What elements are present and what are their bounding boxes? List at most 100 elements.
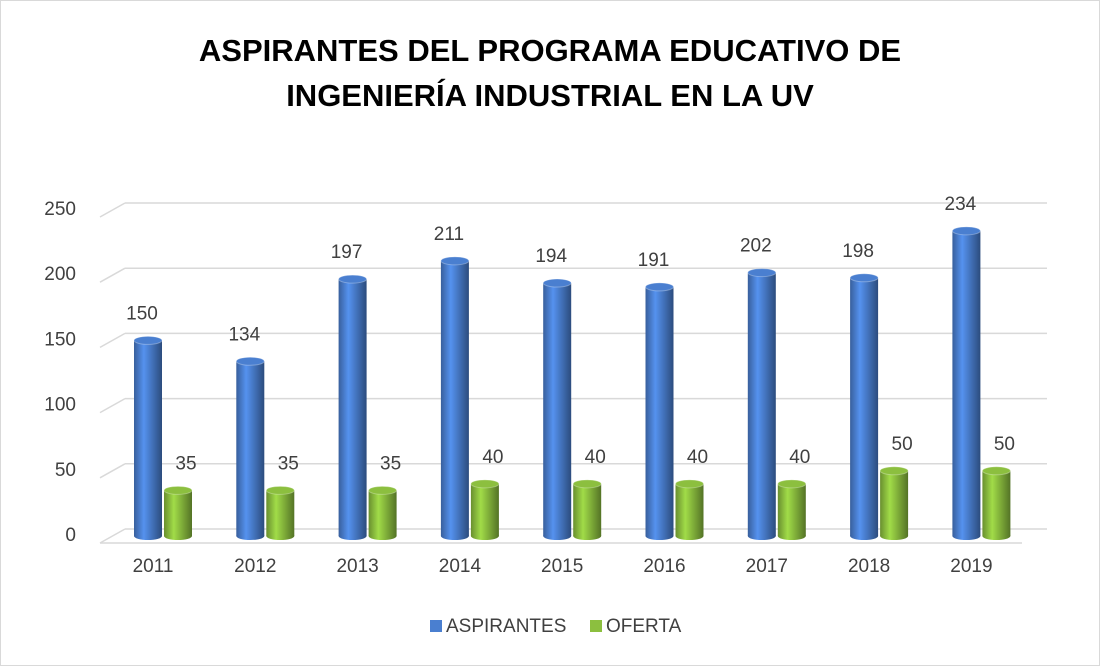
bar-body <box>164 490 192 536</box>
data-label: 35 <box>278 453 299 474</box>
data-label: 202 <box>740 236 772 257</box>
x-tick-label: 2014 <box>439 556 482 577</box>
bar-body <box>952 230 981 536</box>
bar <box>675 479 704 540</box>
chart-title: ASPIRANTES DEL PROGRAMA EDUCATIVO DE ING… <box>198 33 902 113</box>
bar-body <box>573 483 602 536</box>
x-tick-label: 2012 <box>234 556 276 577</box>
bar <box>747 268 777 540</box>
data-label: 197 <box>331 242 363 263</box>
bar-top <box>133 335 163 345</box>
bar-top <box>879 466 909 476</box>
bar <box>470 479 500 540</box>
y-tick-label: 50 <box>55 460 76 481</box>
x-tick-label: 2015 <box>541 556 583 577</box>
data-label: 35 <box>175 453 196 474</box>
bar-body <box>880 470 909 536</box>
legend-label: OFERTA <box>606 616 682 637</box>
legend-swatch <box>590 620 602 632</box>
bar-body <box>266 490 295 536</box>
bar-body <box>338 279 367 536</box>
grid-line-side <box>99 332 126 349</box>
bar-body <box>470 483 499 536</box>
bar-top <box>265 485 295 495</box>
bar <box>849 273 879 540</box>
bar <box>981 466 1011 540</box>
data-label: 234 <box>945 194 977 215</box>
data-label: 40 <box>687 447 708 468</box>
bar <box>163 485 193 540</box>
bar <box>879 466 909 540</box>
bar-body <box>675 483 704 536</box>
y-tick-label: 250 <box>44 199 76 220</box>
x-tick-label: 2018 <box>848 556 890 577</box>
bar-body <box>850 277 879 536</box>
bar <box>133 335 163 540</box>
data-label: 134 <box>228 324 260 345</box>
bar-top <box>849 273 879 283</box>
bar-top <box>747 268 777 278</box>
y-tick-label: 100 <box>44 395 76 416</box>
data-label: 50 <box>892 434 913 455</box>
bar-top <box>338 274 368 284</box>
bar <box>645 282 674 540</box>
bar-top <box>470 479 500 489</box>
bar-body <box>747 272 776 536</box>
bar-top <box>542 278 572 288</box>
bar <box>951 226 981 540</box>
data-label: 40 <box>482 447 503 468</box>
x-tick-label: 2013 <box>336 556 378 577</box>
bar <box>338 274 368 540</box>
data-label: 40 <box>789 447 810 468</box>
bar <box>572 479 602 540</box>
bar-body <box>368 490 397 536</box>
data-label: 40 <box>585 447 606 468</box>
y-tick-label: 150 <box>44 329 76 350</box>
bar-body <box>645 286 674 536</box>
bar-top <box>235 356 265 366</box>
bar <box>542 278 572 540</box>
bar-top <box>951 226 981 236</box>
grid-line-side <box>99 267 126 283</box>
bar <box>440 256 470 540</box>
data-label: 35 <box>380 453 401 474</box>
bar-body <box>777 483 806 536</box>
bar-top <box>163 485 193 495</box>
grid-line-side <box>99 202 126 218</box>
bar-body <box>440 260 469 536</box>
data-label: 198 <box>842 241 874 262</box>
data-label: 150 <box>126 303 158 324</box>
data-label: 50 <box>994 434 1015 455</box>
data-label: 191 <box>638 250 670 271</box>
bar <box>265 485 295 540</box>
y-tick-label: 0 <box>65 525 76 546</box>
bar-top <box>440 256 470 266</box>
data-label: 211 <box>434 224 464 245</box>
x-tick-label: 2017 <box>746 556 788 577</box>
bar-top <box>981 466 1011 476</box>
bar-body <box>134 340 162 536</box>
grid-line-side <box>99 397 126 414</box>
data-label: 194 <box>535 246 567 267</box>
bar-body <box>982 470 1011 536</box>
bar-top <box>368 485 398 495</box>
bar-body <box>543 283 572 536</box>
x-tick-label: 2011 <box>133 556 174 577</box>
y-tick-label: 200 <box>44 264 76 285</box>
x-tick-label: 2019 <box>950 556 992 577</box>
grid-line-side <box>99 463 126 479</box>
bar-body <box>236 361 265 536</box>
legend-swatch <box>430 620 442 632</box>
bar-top <box>777 479 807 489</box>
bar-top <box>675 479 704 489</box>
bar <box>777 479 807 540</box>
legend-label: ASPIRANTES <box>446 616 566 637</box>
bar <box>368 485 398 540</box>
bar <box>235 356 265 540</box>
x-tick-label: 2016 <box>643 556 685 577</box>
bar-top <box>645 282 674 292</box>
bar-top <box>572 479 602 489</box>
grid-line-side <box>99 528 126 544</box>
